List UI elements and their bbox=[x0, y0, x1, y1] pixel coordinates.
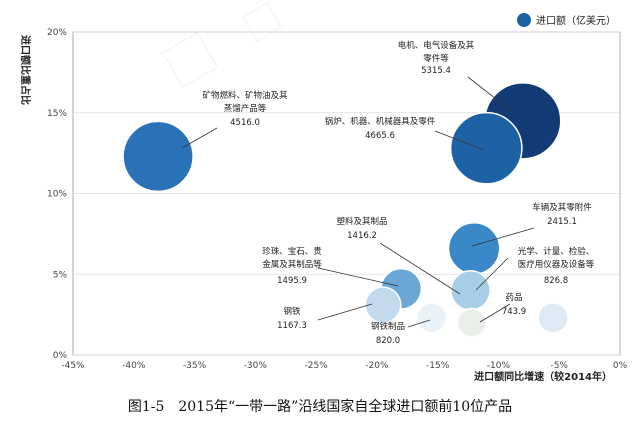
x-tick-label: -10% bbox=[487, 361, 511, 371]
x-tick-label: -25% bbox=[304, 361, 328, 371]
label-optical-name: 光学、计量、检验、医疗用仪器及设备等 bbox=[518, 246, 595, 270]
bubble bbox=[415, 302, 448, 334]
label-vehicles-value: 2415.1 bbox=[547, 217, 577, 227]
x-tick-label: -40% bbox=[122, 361, 146, 371]
legend: 进口额（亿美元） bbox=[517, 13, 616, 27]
label-mineral-value: 4516.0 bbox=[230, 118, 260, 128]
label-electrical-value: 5315.4 bbox=[421, 66, 451, 76]
label-plastics-value: 1416.2 bbox=[347, 231, 377, 241]
label-jewelry-value: 1495.9 bbox=[277, 276, 307, 286]
label-pharma-value: 743.9 bbox=[502, 307, 526, 317]
bubble bbox=[537, 302, 569, 334]
bubbles bbox=[122, 82, 569, 338]
bubble bbox=[456, 307, 487, 338]
x-tick-label: -30% bbox=[244, 361, 268, 371]
figure-caption: 图1-5 2015年“一带一路”沿线国家自全球进口额前10位产品 bbox=[127, 399, 513, 415]
label-steel-value: 1167.3 bbox=[277, 321, 307, 331]
y-tick-label: 0% bbox=[53, 351, 68, 361]
bubble bbox=[122, 120, 194, 193]
y-axis-ticks: 0% 5% 10% 15% 20% bbox=[47, 28, 67, 361]
label-jewelry-name: 珍珠、宝石、贵金属及其制品等 bbox=[262, 246, 322, 270]
label-steel-name: 钢铁 bbox=[283, 306, 301, 317]
y-tick-label: 20% bbox=[47, 28, 67, 38]
leader-lines bbox=[181, 76, 535, 328]
label-plastics-name: 塑料及其制品 bbox=[336, 216, 387, 227]
bubble bbox=[449, 111, 523, 185]
bubble bbox=[364, 286, 402, 324]
data-labels: 电机、电气设备及其零件等 5315.4 锅炉、机器、机械器具及零件 4665.6… bbox=[202, 40, 594, 346]
x-tick-label: -20% bbox=[365, 361, 389, 371]
x-tick-label: -5% bbox=[550, 361, 568, 371]
label-optical-value: 826.8 bbox=[544, 276, 568, 286]
y-axis-title: 进口额比重占比 bbox=[19, 35, 32, 105]
label-steel-products-value: 820.0 bbox=[376, 336, 400, 346]
label-pharma-name: 药品 bbox=[505, 292, 522, 303]
y-gridlines bbox=[73, 31, 620, 356]
x-tick-label: -35% bbox=[183, 361, 207, 371]
y-tick-label: 15% bbox=[47, 109, 67, 119]
x-tick-label: -15% bbox=[426, 361, 450, 371]
x-axis-ticks: -45% -40% -35% -30% -25% -20% -15% -10% -5% 0% bbox=[61, 361, 627, 371]
y-tick-label: 10% bbox=[47, 190, 67, 200]
x-tick-label: -45% bbox=[61, 361, 85, 371]
legend-swatch bbox=[517, 13, 531, 27]
label-steel-products-name: 钢铁制品 bbox=[371, 321, 405, 332]
label-electrical-name-1: 电机、电气设备及其零件等 bbox=[398, 40, 475, 64]
label-machinery-name: 锅炉、机器、机械器具及零件 bbox=[325, 116, 436, 127]
label-vehicles-name: 车辆及其零附件 bbox=[532, 202, 592, 213]
bubble bbox=[450, 270, 491, 311]
legend-label: 进口额（亿美元） bbox=[536, 14, 616, 27]
y-tick-label: 5% bbox=[53, 270, 68, 280]
bubble-chart: 0% 5% 10% 15% 20% -45% -40% -35% -30% -25% -20% -1… bbox=[19, 2, 628, 383]
label-machinery-value: 4665.6 bbox=[365, 131, 395, 141]
watermark bbox=[161, 2, 282, 89]
label-mineral-name: 矿物燃料、矿物油及其蒸馏产品等 bbox=[202, 90, 288, 114]
bubble bbox=[447, 222, 501, 275]
x-tick-label: 0% bbox=[613, 361, 628, 371]
x-axis-title: 进口额同比增速（较2014年） bbox=[474, 370, 612, 383]
